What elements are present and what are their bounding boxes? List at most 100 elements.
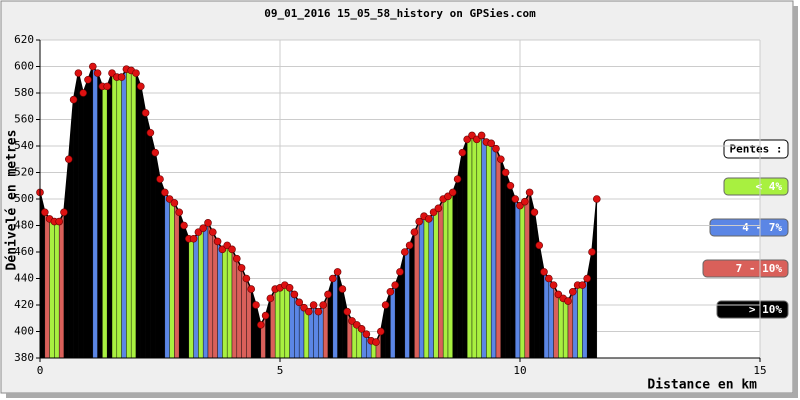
slope-segment xyxy=(332,271,338,359)
slope-segment xyxy=(87,66,94,359)
legend-label: > 10% xyxy=(749,303,782,316)
track-point xyxy=(386,287,395,296)
track-point xyxy=(501,168,510,177)
track-point xyxy=(242,274,251,283)
track-point xyxy=(549,281,558,289)
slope-segment xyxy=(572,284,578,359)
track-point xyxy=(511,195,520,203)
y-tick-label: 500 xyxy=(14,192,34,205)
slope-segment xyxy=(169,198,175,359)
slope-segment xyxy=(59,212,65,359)
slope-segment xyxy=(217,240,223,359)
shadow xyxy=(6,393,798,398)
slope-segment xyxy=(121,68,127,359)
slope-segment xyxy=(505,172,511,359)
track-point xyxy=(578,281,587,289)
track-point xyxy=(328,274,337,283)
track-point xyxy=(290,290,299,299)
track-point xyxy=(55,217,64,226)
track-point xyxy=(357,325,366,333)
track-point xyxy=(324,290,332,299)
y-tick-label: 600 xyxy=(14,60,34,73)
slope-segment xyxy=(92,65,98,359)
track-point xyxy=(333,268,342,276)
track-point xyxy=(304,307,313,316)
slope-segment xyxy=(284,284,290,359)
slope-segment xyxy=(82,79,89,359)
slope-segment xyxy=(226,244,233,359)
track-point xyxy=(209,228,217,236)
track-point xyxy=(189,234,198,243)
slope-segment xyxy=(44,211,50,359)
track-point xyxy=(391,281,400,289)
slope-segment xyxy=(404,244,410,359)
slope-segment xyxy=(390,284,396,359)
track-point xyxy=(458,148,467,157)
track-point xyxy=(568,287,577,296)
track-point xyxy=(117,73,126,81)
track-point xyxy=(252,301,260,309)
y-axis-title: Dénivelé en metres xyxy=(5,130,20,271)
slope-segment xyxy=(582,277,588,359)
slope-segment xyxy=(467,134,473,359)
shadow xyxy=(793,6,798,398)
slope-segment xyxy=(500,159,506,359)
slope-segment xyxy=(49,218,55,359)
track-point xyxy=(151,148,159,157)
track-point xyxy=(213,237,222,246)
slope-segment xyxy=(193,231,199,359)
y-tick-label: 540 xyxy=(14,139,34,152)
legend-title-box xyxy=(723,139,789,159)
slope-segment xyxy=(414,221,420,359)
track-point xyxy=(146,128,155,137)
track-point xyxy=(376,327,385,336)
track-point xyxy=(132,69,140,77)
y-tick-label: 400 xyxy=(14,325,34,338)
legend-swatch xyxy=(709,218,789,237)
slope-segment xyxy=(130,70,137,359)
slope-segment xyxy=(202,222,209,359)
slope-segment xyxy=(577,284,583,359)
slope-segment xyxy=(433,207,439,359)
track-point xyxy=(60,208,68,217)
track-point xyxy=(338,285,347,293)
y-tick-label: 440 xyxy=(14,272,34,285)
slope-segment xyxy=(222,244,228,359)
slope-segment xyxy=(447,191,453,359)
slope-segment xyxy=(183,225,190,359)
x-tick-label: 10 xyxy=(513,364,526,377)
slope-segment xyxy=(54,221,60,359)
track-point xyxy=(180,221,188,230)
slope-segment xyxy=(471,134,477,359)
chart-title: 09_01_2016 15_05_58_history on GPSies.co… xyxy=(264,7,536,20)
track-point xyxy=(170,199,179,207)
slope-segment xyxy=(563,298,569,359)
slope-segment xyxy=(102,86,108,359)
track-point xyxy=(233,254,241,263)
track-point xyxy=(424,215,433,223)
legend-label: 7 - 10% xyxy=(736,262,783,275)
track-point xyxy=(400,248,409,256)
track-point xyxy=(588,248,596,256)
y-tick-label: 580 xyxy=(14,86,34,99)
track-point xyxy=(415,217,424,226)
y-tick-label: 520 xyxy=(14,166,34,179)
track-point xyxy=(372,338,380,346)
track-point xyxy=(477,131,486,140)
slope-segment xyxy=(135,73,142,359)
slope-segment xyxy=(481,134,487,359)
y-tick-label: 560 xyxy=(14,113,34,126)
track-point xyxy=(285,283,294,292)
slope-segment xyxy=(476,134,482,359)
track-point xyxy=(564,297,572,305)
track-point xyxy=(199,224,207,232)
track-point xyxy=(65,155,73,164)
track-point xyxy=(314,307,323,316)
track-point xyxy=(506,181,515,190)
slope-segment xyxy=(524,192,530,359)
slope-segment xyxy=(462,139,468,359)
x-axis-title: Distance en km xyxy=(647,378,757,393)
slope-segment xyxy=(126,68,132,359)
track-point xyxy=(266,294,275,303)
